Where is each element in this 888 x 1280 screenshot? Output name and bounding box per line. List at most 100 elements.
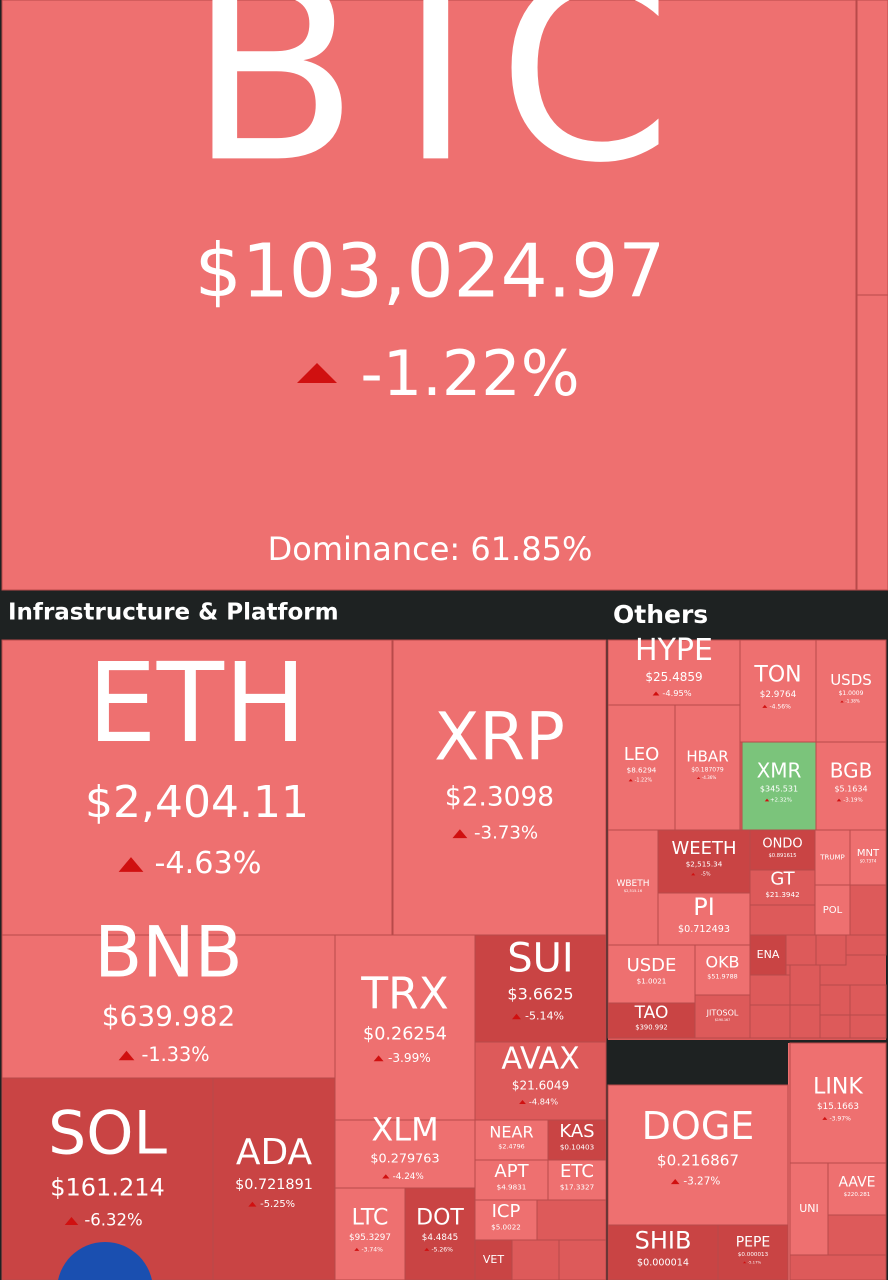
coin-symbol: GT bbox=[770, 868, 795, 889]
change-arrow bbox=[118, 857, 144, 872]
coin-tile[interactable] bbox=[849, 829, 887, 886]
coin-symbol: KAS bbox=[559, 1121, 594, 1142]
coin-change: -3.73% bbox=[474, 823, 538, 844]
coin-tile[interactable] bbox=[212, 1077, 336, 1280]
coin-tile[interactable] bbox=[334, 934, 476, 1121]
coin-symbol: AAVE bbox=[838, 1175, 875, 1191]
small-tile bbox=[536, 1199, 607, 1241]
coin-tile[interactable] bbox=[814, 884, 851, 936]
coin-price: $161.214 bbox=[50, 1174, 165, 1202]
coin-tile[interactable] bbox=[334, 1119, 476, 1189]
small-tile bbox=[749, 904, 816, 936]
tiles: ETH $2,404.11 -4.63% XRP $2.3098 -3.73% BNB $63… bbox=[1, 633, 887, 1280]
coin-price: $0.26254 bbox=[363, 1025, 447, 1045]
coin-tile[interactable] bbox=[674, 704, 741, 831]
coin-tile[interactable] bbox=[334, 1187, 406, 1280]
coin-change: -3.74% bbox=[361, 1246, 383, 1253]
coin-price: $8.6294 bbox=[627, 765, 657, 774]
change-arrow bbox=[691, 872, 696, 876]
change-arrow bbox=[297, 363, 337, 383]
coin-price: $2.4796 bbox=[498, 1143, 524, 1151]
coin-tile[interactable] bbox=[474, 1239, 513, 1280]
coin-symbol: MNT bbox=[857, 848, 880, 859]
coin-price: $639.982 bbox=[102, 1000, 236, 1033]
coin-change: +2.32% bbox=[770, 798, 792, 804]
coin-tile[interactable] bbox=[607, 639, 741, 706]
coin-price: $1.0009 bbox=[839, 690, 864, 697]
coin-tile[interactable] bbox=[749, 869, 816, 906]
coin-change: -4.95% bbox=[662, 688, 691, 698]
coin-symbol: PI bbox=[693, 893, 715, 921]
coin-symbol: XMR bbox=[757, 759, 802, 783]
coin-price: $2,404.11 bbox=[85, 777, 309, 828]
small-tile bbox=[789, 1254, 887, 1280]
coin-symbol: ONDO bbox=[762, 837, 802, 852]
coin-tile[interactable] bbox=[815, 639, 887, 743]
coin-price: $25.4859 bbox=[645, 670, 702, 684]
coin-symbol: AVAX bbox=[501, 1042, 579, 1077]
coin-tile[interactable] bbox=[547, 1119, 607, 1161]
app-icon[interactable] bbox=[57, 1242, 153, 1280]
small-tile bbox=[827, 1214, 887, 1256]
coin-tile[interactable] bbox=[1, 639, 393, 936]
coin-tile[interactable] bbox=[814, 829, 851, 886]
coin-tile[interactable] bbox=[474, 1159, 549, 1201]
coin-tile[interactable] bbox=[789, 1162, 829, 1256]
coin-tile[interactable] bbox=[815, 741, 887, 831]
coin-price: $0.216867 bbox=[657, 1152, 739, 1170]
section-title: Infrastructure & Platform bbox=[8, 600, 339, 626]
coin-price: $0.721891 bbox=[235, 1177, 313, 1193]
btc-tile[interactable] bbox=[1, 0, 857, 591]
coin-tile[interactable] bbox=[749, 934, 787, 976]
coin-tile[interactable] bbox=[404, 1187, 476, 1280]
coin-price: $1.0021 bbox=[637, 976, 667, 985]
coin-price: $4.4845 bbox=[422, 1233, 458, 1243]
coin-symbol: ETH bbox=[87, 639, 306, 767]
coin-tile[interactable] bbox=[741, 741, 817, 831]
coin-symbol: ETC bbox=[560, 1161, 594, 1182]
coin-symbol: POL bbox=[823, 905, 843, 916]
coin-change: -4.56% bbox=[769, 703, 791, 710]
coin-tile[interactable] bbox=[827, 1162, 887, 1216]
small-tile bbox=[849, 1014, 887, 1039]
coin-price: $21.6049 bbox=[512, 1078, 569, 1092]
coin-tile[interactable] bbox=[717, 1224, 789, 1280]
section-title: Others bbox=[613, 600, 708, 629]
coin-symbol: TON bbox=[753, 663, 801, 688]
coin-tile[interactable] bbox=[607, 944, 696, 1004]
coin-symbol: NEAR bbox=[489, 1122, 533, 1141]
coin-tile[interactable] bbox=[694, 994, 751, 1039]
change-arrow bbox=[519, 1099, 526, 1105]
coin-tile[interactable] bbox=[1, 934, 336, 1079]
coin-tile[interactable] bbox=[607, 1002, 696, 1039]
coin-symbol: USDE bbox=[627, 955, 677, 976]
coin-change: -4.36% bbox=[702, 775, 717, 780]
coin-tile[interactable] bbox=[547, 1159, 607, 1201]
coin-tile[interactable] bbox=[474, 1041, 607, 1121]
coin-tile[interactable] bbox=[749, 829, 816, 871]
coin-symbol: BNB bbox=[94, 912, 242, 994]
coin-tile[interactable] bbox=[474, 1199, 538, 1241]
coin-symbol: ICP bbox=[492, 1201, 521, 1222]
coin-price: $3.6625 bbox=[507, 984, 573, 1003]
coin-change: -3.97% bbox=[829, 1115, 851, 1122]
coin-symbol: UNI bbox=[799, 1202, 819, 1215]
coin-change: -3.19% bbox=[843, 798, 862, 804]
coin-tile[interactable] bbox=[392, 639, 607, 936]
change-arrow bbox=[762, 704, 768, 708]
coin-symbol: OKB bbox=[705, 952, 739, 971]
coin-tile[interactable] bbox=[474, 1119, 549, 1161]
coin-symbol: APT bbox=[494, 1161, 529, 1182]
coin-tile[interactable] bbox=[474, 934, 607, 1043]
coin-price: $0.279763 bbox=[370, 1152, 439, 1167]
change-arrow bbox=[382, 1174, 390, 1179]
coin-price: $4.9831 bbox=[497, 1182, 527, 1191]
change-arrow bbox=[248, 1201, 257, 1207]
coin-change: -3.99% bbox=[388, 1051, 431, 1065]
coin-price: $51.9788 bbox=[707, 973, 738, 981]
coin-change: -4.24% bbox=[393, 1172, 424, 1182]
change-arrow bbox=[628, 778, 633, 782]
coin-tile[interactable] bbox=[607, 1084, 789, 1226]
coin-symbol: WEETH bbox=[671, 838, 736, 859]
